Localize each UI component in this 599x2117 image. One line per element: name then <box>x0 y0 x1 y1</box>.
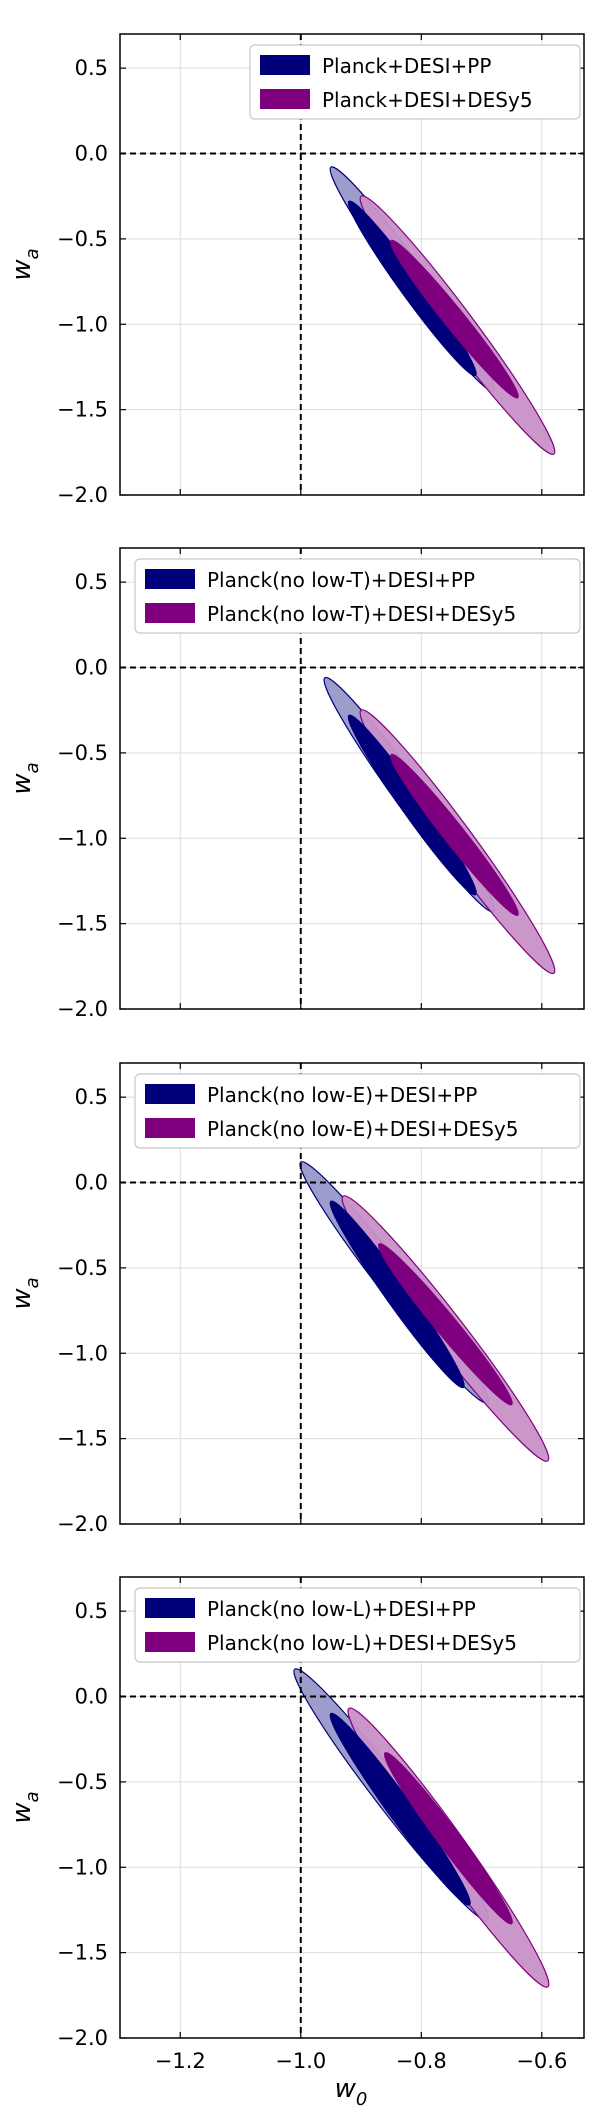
y-tick-label: −1.5 <box>57 1427 108 1451</box>
y-tick-label: 0.5 <box>75 1085 108 1109</box>
legend-label: Planck(no low-E)+DESI+DESy5 <box>207 1117 518 1141</box>
x-tick-label: −1.0 <box>275 2049 326 2073</box>
y-tick-label: 0.5 <box>75 1599 108 1623</box>
legend-label: Planck+DESI+DESy5 <box>322 88 533 112</box>
y-tick-label: −0.5 <box>57 1256 108 1280</box>
contours <box>299 1161 550 1462</box>
y-tick-label: −1.0 <box>57 826 108 850</box>
y-tick-label: −0.5 <box>57 227 108 251</box>
legend-swatch <box>145 603 195 623</box>
y-tick-label: −1.5 <box>57 1941 108 1965</box>
contour-inner-desy5 <box>390 239 519 399</box>
y-tick-label: −1.5 <box>57 398 108 422</box>
panel-1: 0.50.0−0.5−1.0−1.5−2.0waPlanck+DESI+PPPl… <box>7 33 585 507</box>
axes-frame <box>119 1062 585 1525</box>
contours <box>323 676 556 975</box>
y-axis-label: wa <box>7 1277 43 1309</box>
y-tick-label: 0.0 <box>75 1171 108 1195</box>
y-tick-label: −1.0 <box>57 312 108 336</box>
legend: Planck+DESI+PP Planck+DESI+DESy5 <box>249 44 581 120</box>
contour-inner-desy5 <box>390 753 519 916</box>
legend: Planck(no low-T)+DESI+PP Planck(no low-T)… <box>134 558 581 634</box>
y-tick-label: −2.0 <box>57 2026 108 2050</box>
legend-swatch <box>145 1084 195 1104</box>
legend-label: Planck(no low-T)+DESI+PP <box>207 568 475 592</box>
legend-label: Planck+DESI+PP <box>322 54 491 78</box>
panel-4: 0.5 0.0 −0.5 −1.0 −1.5 −2.0 −1.2 −1.0 −0.8 −0.6 wa… <box>7 1576 585 2073</box>
y-axis-label: wa <box>7 248 43 280</box>
y-tick-label: −0.5 <box>57 741 108 765</box>
legend-box <box>134 1587 581 1663</box>
legend-label: Planck(no low-E)+DESI+PP <box>207 1083 477 1107</box>
axes-frame <box>119 547 585 1010</box>
contours <box>293 1668 550 1988</box>
legend-swatch <box>145 1598 195 1618</box>
panel-3: 0.5 0.0 −0.5 −1.0 −1.5 −2.0 wa Planck(no low-E)… <box>7 1062 585 1536</box>
legend-label: Planck(no low-T)+DESI+DESy5 <box>207 602 516 626</box>
legend-box <box>134 1073 581 1149</box>
legend-swatch <box>260 89 310 109</box>
contours <box>329 166 556 455</box>
legend-box <box>134 558 581 634</box>
y-tick-label: 0.0 <box>75 1685 108 1709</box>
panel-2: 0.5 0.0 −0.5 −1.0 −1.5 −2.0 wa Planck(no low-T)… <box>7 547 585 1021</box>
y-tick-label: −2.0 <box>57 483 108 507</box>
x-axis-label-subscript: 0 <box>356 2089 367 2110</box>
legend-box <box>249 44 581 120</box>
legend-swatch <box>145 1632 195 1652</box>
legend-swatch <box>145 569 195 589</box>
legend-label: Planck(no low-L)+DESI+PP <box>207 1597 476 1621</box>
contour-inner-desy5 <box>378 1243 513 1406</box>
y-tick-label: −2.0 <box>57 997 108 1021</box>
axes-frame <box>119 1576 585 2039</box>
y-tick-label: 0.0 <box>75 142 108 166</box>
legend: Planck(no low-E)+DESI+PP Planck(no low-E)… <box>134 1073 581 1149</box>
y-tick-label: −0.5 <box>57 1770 108 1794</box>
legend: Planck(no low-L)+DESI+PP Planck(no low-L)… <box>134 1587 581 1663</box>
y-tick-label: −1.0 <box>57 1855 108 1879</box>
y-tick-label: 0.0 <box>75 656 108 680</box>
x-tick-label: −0.8 <box>396 2049 447 2073</box>
y-axis-label: wa <box>7 762 43 794</box>
legend-label: Planck(no low-L)+DESI+DESy5 <box>207 1631 517 1655</box>
y-tick-label: 0.5 <box>75 56 108 80</box>
y-axis-label: wa <box>7 1791 43 1823</box>
y-tick-label: −2.0 <box>57 1512 108 1536</box>
x-tick-label: −0.6 <box>516 2049 567 2073</box>
x-axis-label: w0 <box>335 2074 368 2110</box>
legend-swatch <box>260 55 310 75</box>
x-tick-label: −1.2 <box>155 2049 206 2073</box>
axes-frame <box>119 33 585 496</box>
y-tick-label: 0.5 <box>75 570 108 594</box>
contour-inner-desy5 <box>383 1752 513 1925</box>
legend-swatch <box>145 1118 195 1138</box>
y-tick-label: −1.0 <box>57 1341 108 1365</box>
y-tick-label: −1.5 <box>57 912 108 936</box>
